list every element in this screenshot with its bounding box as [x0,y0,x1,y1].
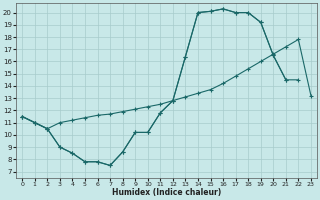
X-axis label: Humidex (Indice chaleur): Humidex (Indice chaleur) [112,188,221,197]
